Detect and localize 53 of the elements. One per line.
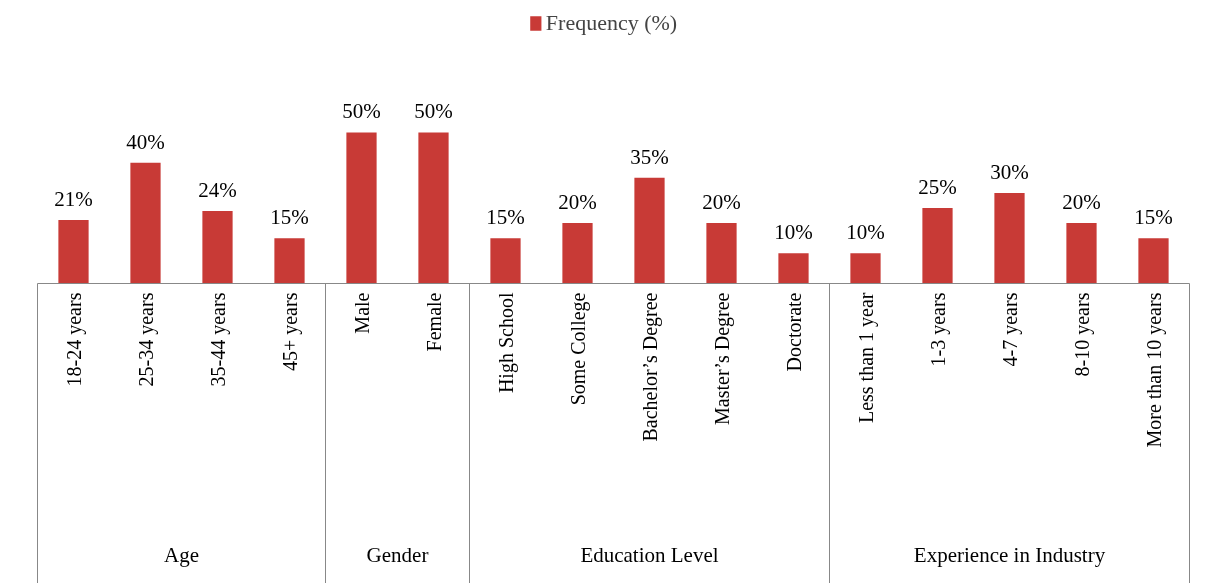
legend-label: Frequency (%) [545,10,678,36]
data-label: 24% [198,177,237,202]
x-tick-label: Bachelor’s Degree [638,292,662,442]
data-label: 50% [414,99,453,124]
text: Education Level [580,543,719,568]
bar [562,223,593,284]
data-label: 20% [558,190,597,215]
text: Gender [366,543,429,568]
bar [634,177,665,284]
data-label: 10% [846,220,885,245]
bar [130,162,161,284]
data-label: 40% [126,129,165,154]
x-tick-label: Master’s Degree [710,292,734,425]
text: Age [164,543,200,568]
data-label: 20% [1062,190,1101,215]
x-tick-label: 4-7 years [998,292,1022,367]
x-tick-label: Doctorate [782,292,805,372]
bar [850,253,881,284]
bar [994,192,1025,284]
data-label: 50% [342,99,381,124]
bar [778,253,809,284]
data-label: 10% [774,220,813,245]
x-tick-label: High School [494,292,518,394]
x-tick-label: 8-10 years [1070,292,1094,377]
data-label: 35% [630,144,669,169]
bar [418,132,449,284]
bar [274,238,305,284]
bar [58,220,89,284]
x-tick-label: 25-34 years [134,292,158,387]
data-label: 30% [990,159,1029,184]
x-tick-label: Female [422,292,445,352]
bar [346,132,377,284]
x-tick-label: Less than 1 year [854,292,878,424]
data-label: 15% [486,205,525,230]
x-tick-label: Some College [566,292,590,406]
x-tick-label: 18-24 years [62,292,86,387]
x-tick-label: Male [350,292,373,334]
x-tick-label: 35-44 years [206,292,230,387]
x-tick-label: 45+ years [278,292,302,372]
data-label: 15% [1134,205,1173,230]
bar [202,211,233,284]
bar [1066,223,1097,284]
bar [490,238,521,284]
bar [922,208,953,284]
x-tick-label: 1-3 years [926,292,950,367]
data-label: 15% [270,205,309,230]
bar [1138,238,1169,284]
data-label: 20% [702,190,741,215]
x-tick-label: More than 10 years [1142,292,1166,448]
data-label: 21% [54,187,93,212]
text: Experience in Industry [913,543,1106,568]
data-label: 25% [918,174,957,199]
bar [706,223,737,284]
